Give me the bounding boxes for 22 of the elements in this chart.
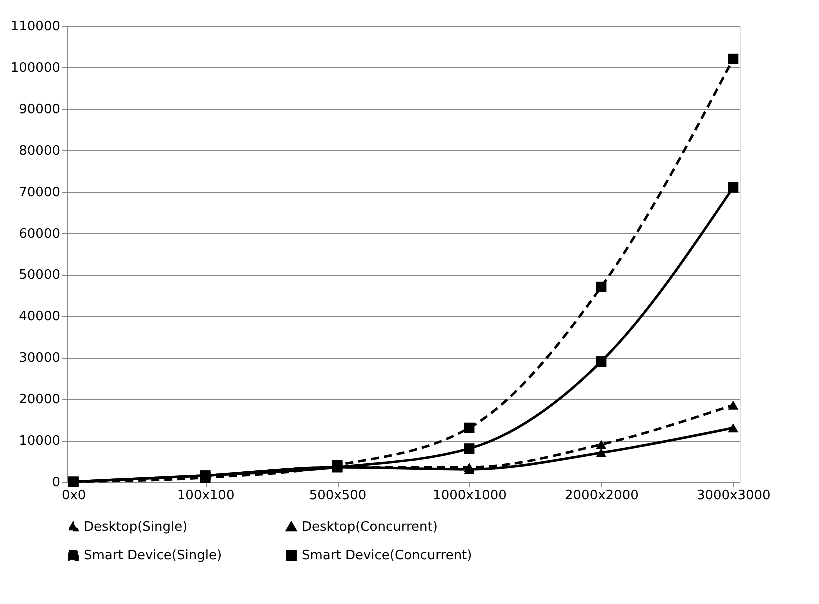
y-tick-label: 0 xyxy=(52,476,60,490)
y-tick-label: 100000 xyxy=(10,60,60,76)
y-tick-label: 10000 xyxy=(19,434,60,450)
y-tick-label: 80000 xyxy=(19,144,60,159)
y-tick-label: 50000 xyxy=(19,268,60,284)
y-tick-label: 30000 xyxy=(19,351,60,366)
x-tick-label: 2000x2000 xyxy=(565,488,639,504)
legend-label: Desktop(Concurrent) xyxy=(302,520,438,535)
x-tick-label: 100x100 xyxy=(177,488,235,504)
x-tick-label: 500x500 xyxy=(309,488,367,504)
y-tick-label: 60000 xyxy=(19,226,60,242)
legend-label: Smart Device(Single) xyxy=(84,548,222,564)
y-tick-label: 40000 xyxy=(19,310,60,325)
legend-label: Smart Device(Concurrent) xyxy=(302,548,472,564)
x-tick-label: 3000x3000 xyxy=(696,488,771,504)
x-tick-label: 0x0 xyxy=(62,488,86,504)
y-tick-label: 90000 xyxy=(19,102,60,118)
x-tick-label: 1000x1000 xyxy=(433,488,507,504)
y-tick-label: 20000 xyxy=(19,392,60,408)
legend-label: Desktop(Single) xyxy=(84,520,188,535)
y-tick-label: 70000 xyxy=(19,185,60,200)
y-tick-label: 110000 xyxy=(10,20,60,34)
